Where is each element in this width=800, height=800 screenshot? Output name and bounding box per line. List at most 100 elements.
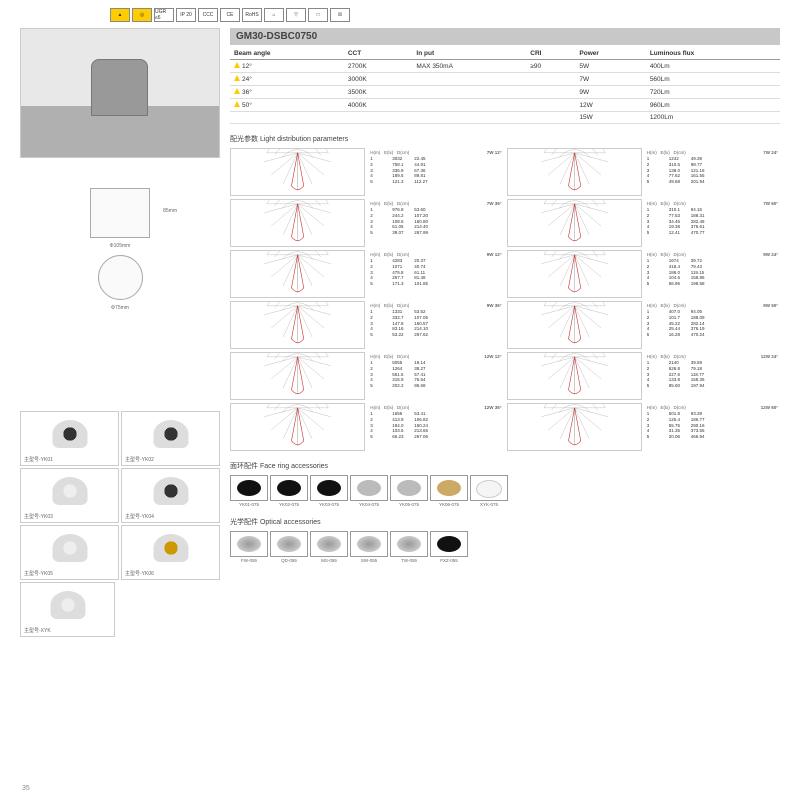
accessory-swatch xyxy=(390,475,428,501)
cct-cell: 2700K xyxy=(344,60,413,73)
polar-diagram xyxy=(230,301,365,349)
cri-cell xyxy=(526,86,575,99)
variant-cell: 主型号-YK03 xyxy=(20,468,119,523)
cert-icon: □ xyxy=(308,8,328,22)
accessory-label: YK03-075 xyxy=(310,502,348,507)
variant-grid: 主型号-YK01 主型号-YK02 主型号-YK03 主型号-YK04 主型号-YK05… xyxy=(20,411,220,637)
variant-label: 主型号-YK04 xyxy=(125,513,154,520)
variant-cell: 主型号-YK06 xyxy=(121,525,220,580)
flux-cell: 720Lm xyxy=(646,86,780,99)
input-cell: MAX 350mA xyxy=(412,60,526,73)
light-data-cell: H(m) E(lx) D(cm)12W 24°1214039.592626.87… xyxy=(645,352,780,400)
accessory-swatch xyxy=(230,475,268,501)
accessory-item: TW-055 xyxy=(390,531,428,563)
cri-cell xyxy=(526,112,575,124)
dimension-height: 85mm xyxy=(163,208,177,214)
power-cell: 5W xyxy=(575,60,645,73)
polar-diagram xyxy=(507,199,642,247)
input-cell xyxy=(412,112,526,124)
accessory-label: SW-055 xyxy=(350,558,388,563)
spec-header-cell: Power xyxy=(575,48,645,60)
spec-table-body: 12°2700KMAX 350mA≥905W400Lm24°3000K 7W560… xyxy=(230,60,780,124)
variant-cell: 主型号-XYK xyxy=(20,582,115,637)
beam-cell: 50° xyxy=(230,99,344,112)
cri-cell xyxy=(526,99,575,112)
flux-cell: 400Lm xyxy=(646,60,780,73)
variant-label: 主型号-XYK xyxy=(24,627,51,634)
light-data-cell: H(m) E(lx) D(cm)7W 24°1124249.392310.598… xyxy=(645,148,780,196)
power-cell: 7W xyxy=(575,73,645,86)
accessory-label: YK02-075 xyxy=(270,502,308,507)
spec-row: 36°3500K9W720Lm xyxy=(230,86,780,99)
beam-cell: 24° xyxy=(230,73,344,86)
cert-icon: ⌂ xyxy=(264,8,284,22)
polar-diagram xyxy=(230,199,365,247)
spec-header-cell: CCT xyxy=(344,48,413,60)
accessory-item: QD-055 xyxy=(270,531,308,563)
accessory-item: XYK-075 xyxy=(470,475,508,507)
optical-title: 光学配件 Optical accessories xyxy=(230,517,780,527)
accessory-swatch xyxy=(430,531,468,557)
accessory-item: FW-055 xyxy=(230,531,268,563)
polar-diagram xyxy=(507,403,642,451)
variant-label: 主型号-YK05 xyxy=(24,570,53,577)
accessory-item: YK03-075 xyxy=(310,475,348,507)
polar-diagram xyxy=(507,250,642,298)
light-data-cell: H(m) E(lx) D(cm)9W 36°1133153.522332.710… xyxy=(368,301,503,349)
accessory-swatch xyxy=(390,531,428,557)
light-data-cell: H(m) E(lx) D(cm)12W 36°1165653.412413.91… xyxy=(368,403,503,451)
spec-row: 15W1200Lm xyxy=(230,112,780,124)
spec-header-cell: CRI xyxy=(526,48,575,60)
accessory-label: YK06-075 xyxy=(430,502,468,507)
certification-icons: ▲◎UGR ≤6IP 20CCCCERoHS⌂▽□☒ xyxy=(110,8,780,22)
dimension-d75: Φ75mm xyxy=(20,305,220,311)
light-data-cell: H(m) E(lx) D(cm)7W 60°1310.194.15277.531… xyxy=(645,199,780,247)
accessory-label: YK04-075 xyxy=(350,502,388,507)
accessory-item: FXZ-055 xyxy=(430,531,468,563)
accessory-item: MS-055 xyxy=(310,531,348,563)
accessory-label: TW-055 xyxy=(390,558,428,563)
face-ring-title: 面环配件 Face ring accessories xyxy=(230,461,780,471)
accessory-item: YK06-075 xyxy=(430,475,468,507)
polar-diagram xyxy=(507,301,642,349)
accessory-item: YK02-075 xyxy=(270,475,308,507)
accessory-swatch xyxy=(470,475,508,501)
face-ring-accessories: YK01-075YK02-075YK03-075YK04-075YK05-075… xyxy=(230,475,780,507)
cct-cell xyxy=(344,112,413,124)
variant-cell: 主型号-YK05 xyxy=(20,525,119,580)
accessory-swatch xyxy=(350,475,388,501)
variant-label: 主型号-YK02 xyxy=(125,456,154,463)
accessory-label: QD-055 xyxy=(270,558,308,563)
cct-cell: 4000K xyxy=(344,99,413,112)
dimension-drawings: 85mm Φ105mm Φ75mm xyxy=(20,188,220,311)
cert-icon: UGR ≤6 xyxy=(154,8,174,22)
power-cell: 15W xyxy=(575,112,645,124)
spec-row: 12°2700KMAX 350mA≥905W400Lm xyxy=(230,60,780,73)
variant-label: 主型号-YK06 xyxy=(125,570,154,577)
accessory-swatch xyxy=(430,475,468,501)
variant-label: 主型号-YK03 xyxy=(24,513,53,520)
dimension-cutout-view xyxy=(98,255,143,300)
spec-table: Beam angleCCTIn putCRIPowerLuminous flux… xyxy=(230,48,780,124)
variant-cell: 主型号-YK04 xyxy=(121,468,220,523)
flux-cell: 960Lm xyxy=(646,99,780,112)
input-cell xyxy=(412,86,526,99)
cert-icon: ▲ xyxy=(110,8,130,22)
left-column: 85mm Φ105mm Φ75mm 主型号-YK01主型号-YK02主型号-YK… xyxy=(20,28,220,637)
cert-icon: CE xyxy=(220,8,240,22)
spec-row: 50°4000K 12W960Lm xyxy=(230,99,780,112)
polar-diagram xyxy=(507,148,642,196)
dimension-d105: Φ105mm xyxy=(20,243,220,249)
flux-cell: 560Lm xyxy=(646,73,780,86)
cct-cell: 3000K xyxy=(344,73,413,86)
accessory-label: MS-055 xyxy=(310,558,348,563)
light-data-cell: H(m) E(lx) D(cm)12W 12°1505519.142126438… xyxy=(368,352,503,400)
light-data-cell: H(m) E(lx) D(cm)12W 60°1501.893.392125.4… xyxy=(645,403,780,451)
accessory-swatch xyxy=(230,531,268,557)
power-cell: 12W xyxy=(575,99,645,112)
accessory-label: YK05-075 xyxy=(390,502,428,507)
variant-label: 主型号-YK01 xyxy=(24,456,53,463)
accessory-item: YK05-075 xyxy=(390,475,428,507)
light-data-cell: H(m) E(lx) D(cm)7W 12°1303222.452758.144… xyxy=(368,148,503,196)
beam-cell: 12° xyxy=(230,60,344,73)
